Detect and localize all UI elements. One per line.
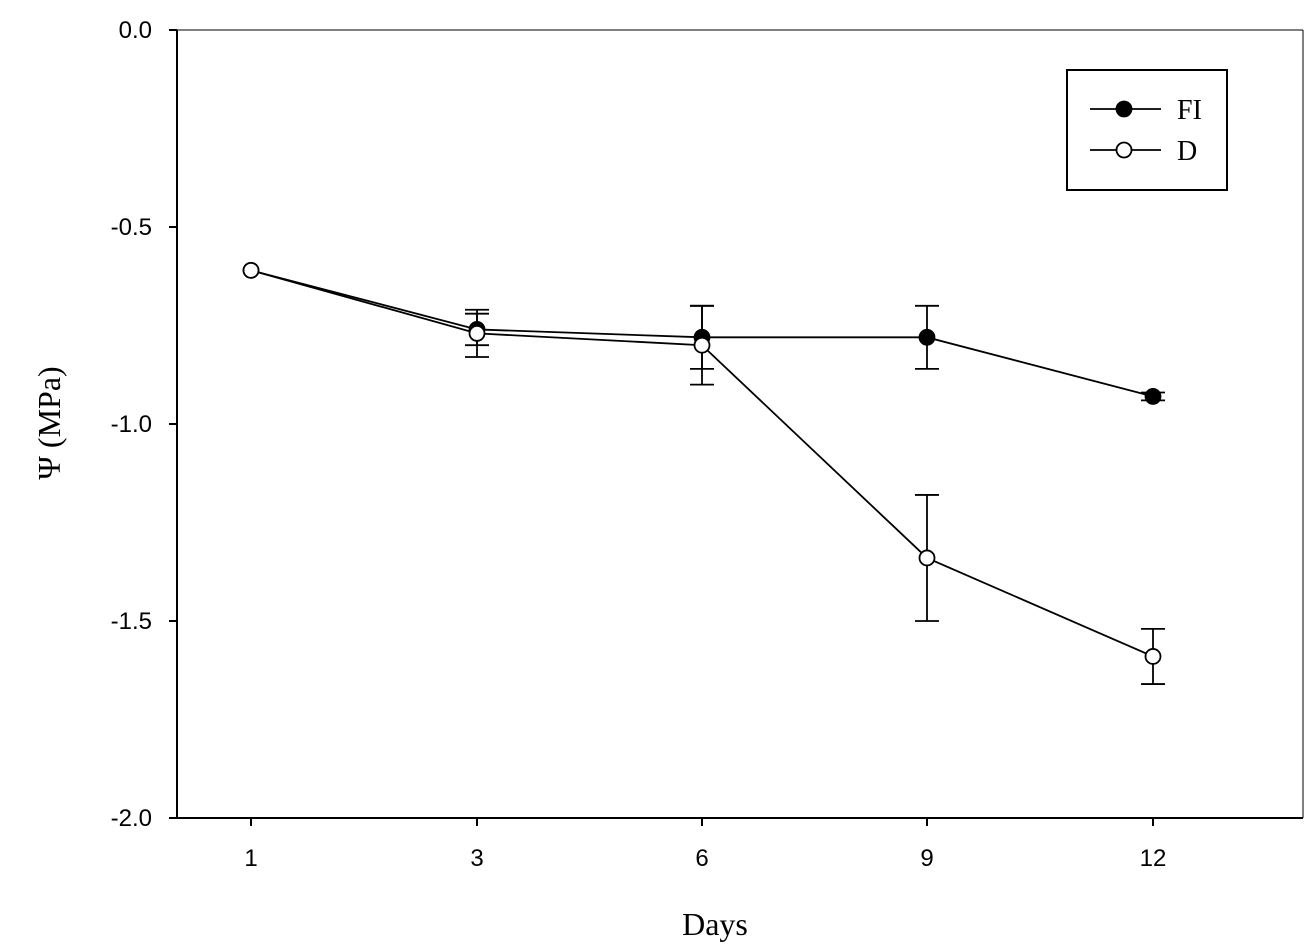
y-tick-label: -2.0 <box>111 805 152 832</box>
x-tick-label: 3 <box>470 845 483 872</box>
y-tick-label: -1.5 <box>111 608 152 635</box>
x-tick-label: 6 <box>695 845 708 872</box>
x-tick-label: 12 <box>1140 845 1167 872</box>
legend-box <box>1066 69 1228 191</box>
x-axis: 1 3 6 9 12 <box>244 818 1166 872</box>
legend-marker <box>1115 100 1133 118</box>
y-axis-title: Ψ (MPa) <box>31 366 67 479</box>
x-axis-title: Days <box>682 906 748 942</box>
series-d <box>242 261 1165 685</box>
legend-marker <box>1115 141 1133 159</box>
data-point <box>918 328 936 346</box>
data-point <box>1144 388 1162 405</box>
series-layer <box>242 261 1165 685</box>
data-point <box>468 324 486 342</box>
x-tick-label: 1 <box>244 845 257 872</box>
data-point <box>918 549 936 567</box>
legend-label: D <box>1177 136 1197 167</box>
y-axis: 0.0 -0.5 -1.0 -1.5 -2.0 <box>111 17 177 832</box>
data-point <box>242 261 260 279</box>
legend-label: FI <box>1177 95 1202 126</box>
data-point <box>1144 648 1162 665</box>
y-tick-label: -0.5 <box>111 214 152 241</box>
legend-item-d: D <box>1090 136 1197 167</box>
y-tick-label: -1.0 <box>111 411 152 438</box>
x-tick-label: 9 <box>920 845 933 872</box>
legend: FI D <box>1066 69 1228 191</box>
series-fi <box>242 261 1165 405</box>
data-point <box>693 336 711 354</box>
y-tick-label: 0.0 <box>119 17 152 44</box>
legend-item-fi: FI <box>1090 95 1202 126</box>
